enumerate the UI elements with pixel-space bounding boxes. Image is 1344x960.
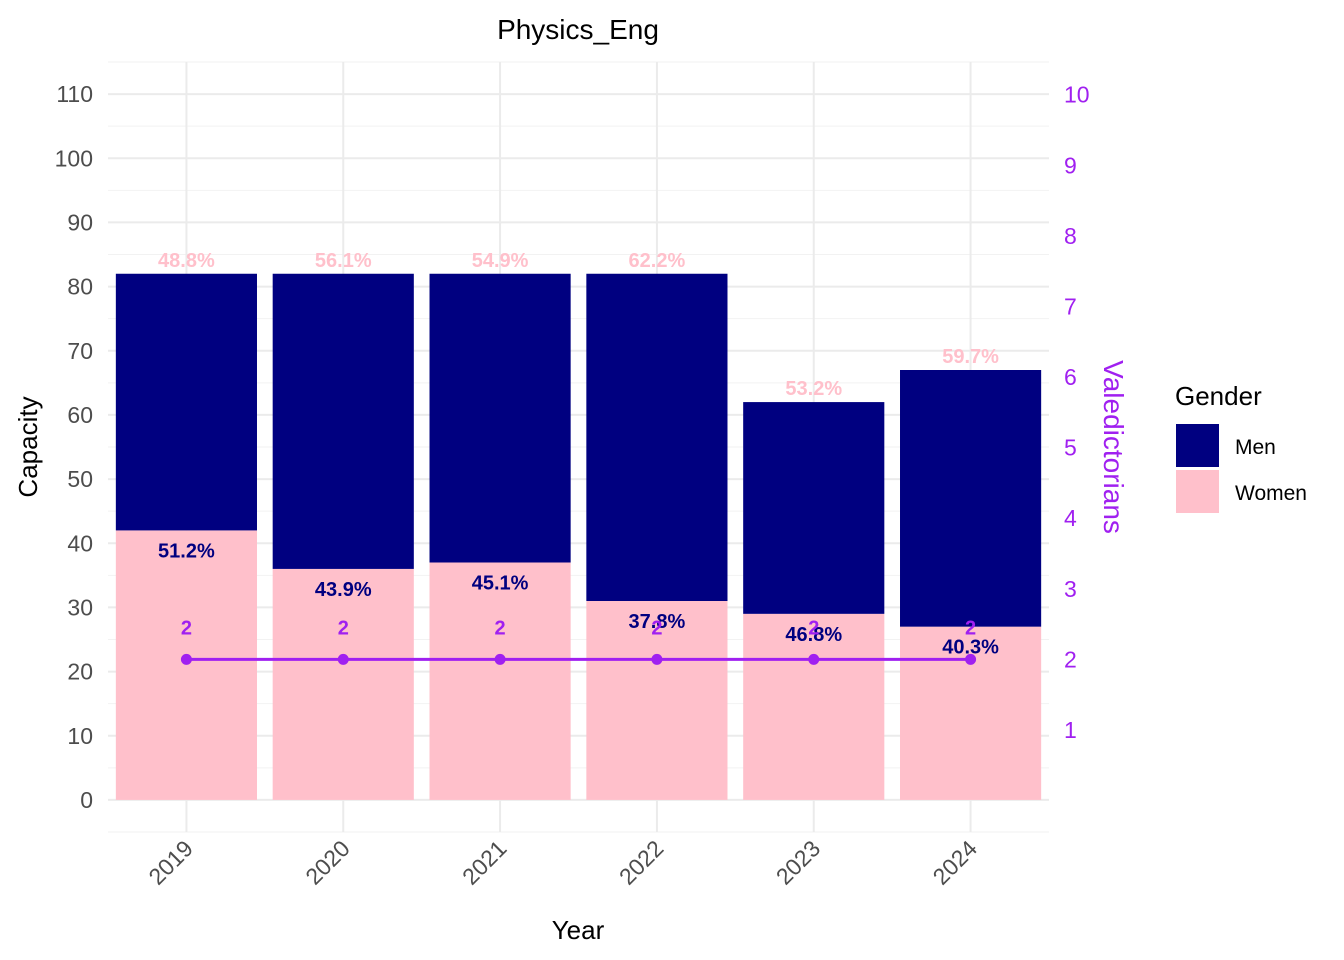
y-tick-label: 10 bbox=[67, 723, 93, 749]
y-tick-label: 70 bbox=[67, 338, 93, 364]
bar-label-men: 54.9% bbox=[472, 250, 529, 272]
y2-tick-label: 5 bbox=[1064, 435, 1077, 461]
y2-tick-label: 10 bbox=[1064, 82, 1090, 108]
valedictorian-point bbox=[180, 653, 192, 665]
y2-tick-label: 1 bbox=[1064, 717, 1077, 743]
valedictorian-point bbox=[808, 653, 820, 665]
bar-label-women: 37.8% bbox=[629, 611, 686, 633]
bar-label-men: 53.2% bbox=[785, 378, 842, 400]
y2-axis-title: Valedictorians bbox=[1098, 360, 1129, 534]
y-tick-label: 90 bbox=[67, 209, 93, 235]
bar-men bbox=[586, 273, 728, 601]
legend: Gender Men Women bbox=[1175, 381, 1307, 513]
bar-men bbox=[743, 402, 885, 614]
chart-title: Physics_Eng bbox=[497, 14, 659, 45]
y-tick-label: 80 bbox=[67, 274, 93, 300]
legend-label-women: Women bbox=[1235, 482, 1307, 505]
y-tick-label: 20 bbox=[67, 659, 93, 685]
y2-tick-label: 8 bbox=[1064, 223, 1077, 249]
x-tick-label: 2021 bbox=[457, 835, 512, 890]
valedictorian-label: 2 bbox=[181, 617, 192, 639]
x-tick-label: 2023 bbox=[771, 835, 826, 890]
bar-label-women: 51.2% bbox=[158, 540, 215, 562]
valedictorian-label: 2 bbox=[338, 617, 349, 639]
legend-swatch-women bbox=[1176, 470, 1219, 513]
y-tick-label: 100 bbox=[55, 145, 93, 171]
valedictorian-point bbox=[651, 653, 663, 665]
valedictorian-line: 2 2 2 2 2 2 bbox=[181, 617, 976, 665]
y-axis-right: 1 2 3 4 5 6 7 8 9 10 bbox=[1064, 82, 1090, 743]
legend-label-men: Men bbox=[1235, 436, 1276, 459]
valedictorian-label: 2 bbox=[965, 617, 976, 639]
bar-label-men: 48.8% bbox=[158, 250, 215, 272]
y-axis-title: Capacity bbox=[13, 396, 43, 497]
legend-title: Gender bbox=[1175, 381, 1262, 411]
x-axis: 2019 2020 2021 2022 2023 2024 bbox=[143, 835, 982, 890]
y2-tick-label: 6 bbox=[1064, 364, 1077, 390]
bar-men bbox=[115, 273, 257, 531]
x-tick-label: 2024 bbox=[928, 835, 983, 890]
bar-women bbox=[586, 601, 728, 800]
legend-swatch-men bbox=[1176, 424, 1219, 467]
y2-tick-label: 3 bbox=[1064, 576, 1077, 602]
bar-labels: 51.2% 48.8% 43.9% 56.1% 45.1% 54.9% 37.8% 62.2%… bbox=[158, 250, 999, 659]
bars bbox=[115, 273, 1042, 800]
y-tick-label: 40 bbox=[67, 530, 93, 556]
bar-men bbox=[900, 370, 1042, 627]
bar-label-men: 56.1% bbox=[315, 250, 372, 272]
y2-tick-label: 9 bbox=[1064, 152, 1077, 178]
bar-men bbox=[429, 273, 571, 563]
y-tick-label: 50 bbox=[67, 466, 93, 492]
bar-label-men: 59.7% bbox=[942, 346, 999, 368]
y-tick-label: 0 bbox=[80, 787, 93, 813]
y-axis-left: 0 10 20 30 40 50 60 70 80 90 100 110 bbox=[55, 81, 93, 813]
x-axis-title: Year bbox=[552, 915, 605, 945]
bar-women bbox=[743, 613, 885, 800]
valedictorian-label: 2 bbox=[651, 617, 662, 639]
valedictorian-point bbox=[337, 653, 349, 665]
x-tick-label: 2019 bbox=[143, 835, 198, 890]
x-tick-label: 2022 bbox=[614, 835, 669, 890]
bar-women bbox=[429, 562, 571, 800]
bar-label-women: 45.1% bbox=[472, 573, 529, 595]
bar-label-women: 43.9% bbox=[315, 579, 372, 601]
valedictorian-label: 2 bbox=[495, 617, 506, 639]
y-tick-label: 60 bbox=[67, 402, 93, 428]
bar-label-women: 46.8% bbox=[785, 624, 842, 646]
bar-label-men: 62.2% bbox=[629, 250, 686, 272]
bar-women bbox=[115, 530, 257, 800]
valedictorian-label: 2 bbox=[808, 617, 819, 639]
valedictorian-point bbox=[965, 653, 977, 665]
bar-women bbox=[272, 568, 414, 800]
y-tick-label: 30 bbox=[67, 594, 93, 620]
bar-label-women: 40.3% bbox=[942, 637, 999, 659]
bar-men bbox=[272, 273, 414, 569]
x-tick-label: 2020 bbox=[300, 835, 355, 890]
y-tick-label: 110 bbox=[56, 81, 93, 107]
y2-tick-label: 4 bbox=[1064, 505, 1077, 531]
y2-tick-label: 7 bbox=[1064, 293, 1077, 319]
valedictorian-point bbox=[494, 653, 506, 665]
y2-tick-label: 2 bbox=[1064, 646, 1077, 672]
